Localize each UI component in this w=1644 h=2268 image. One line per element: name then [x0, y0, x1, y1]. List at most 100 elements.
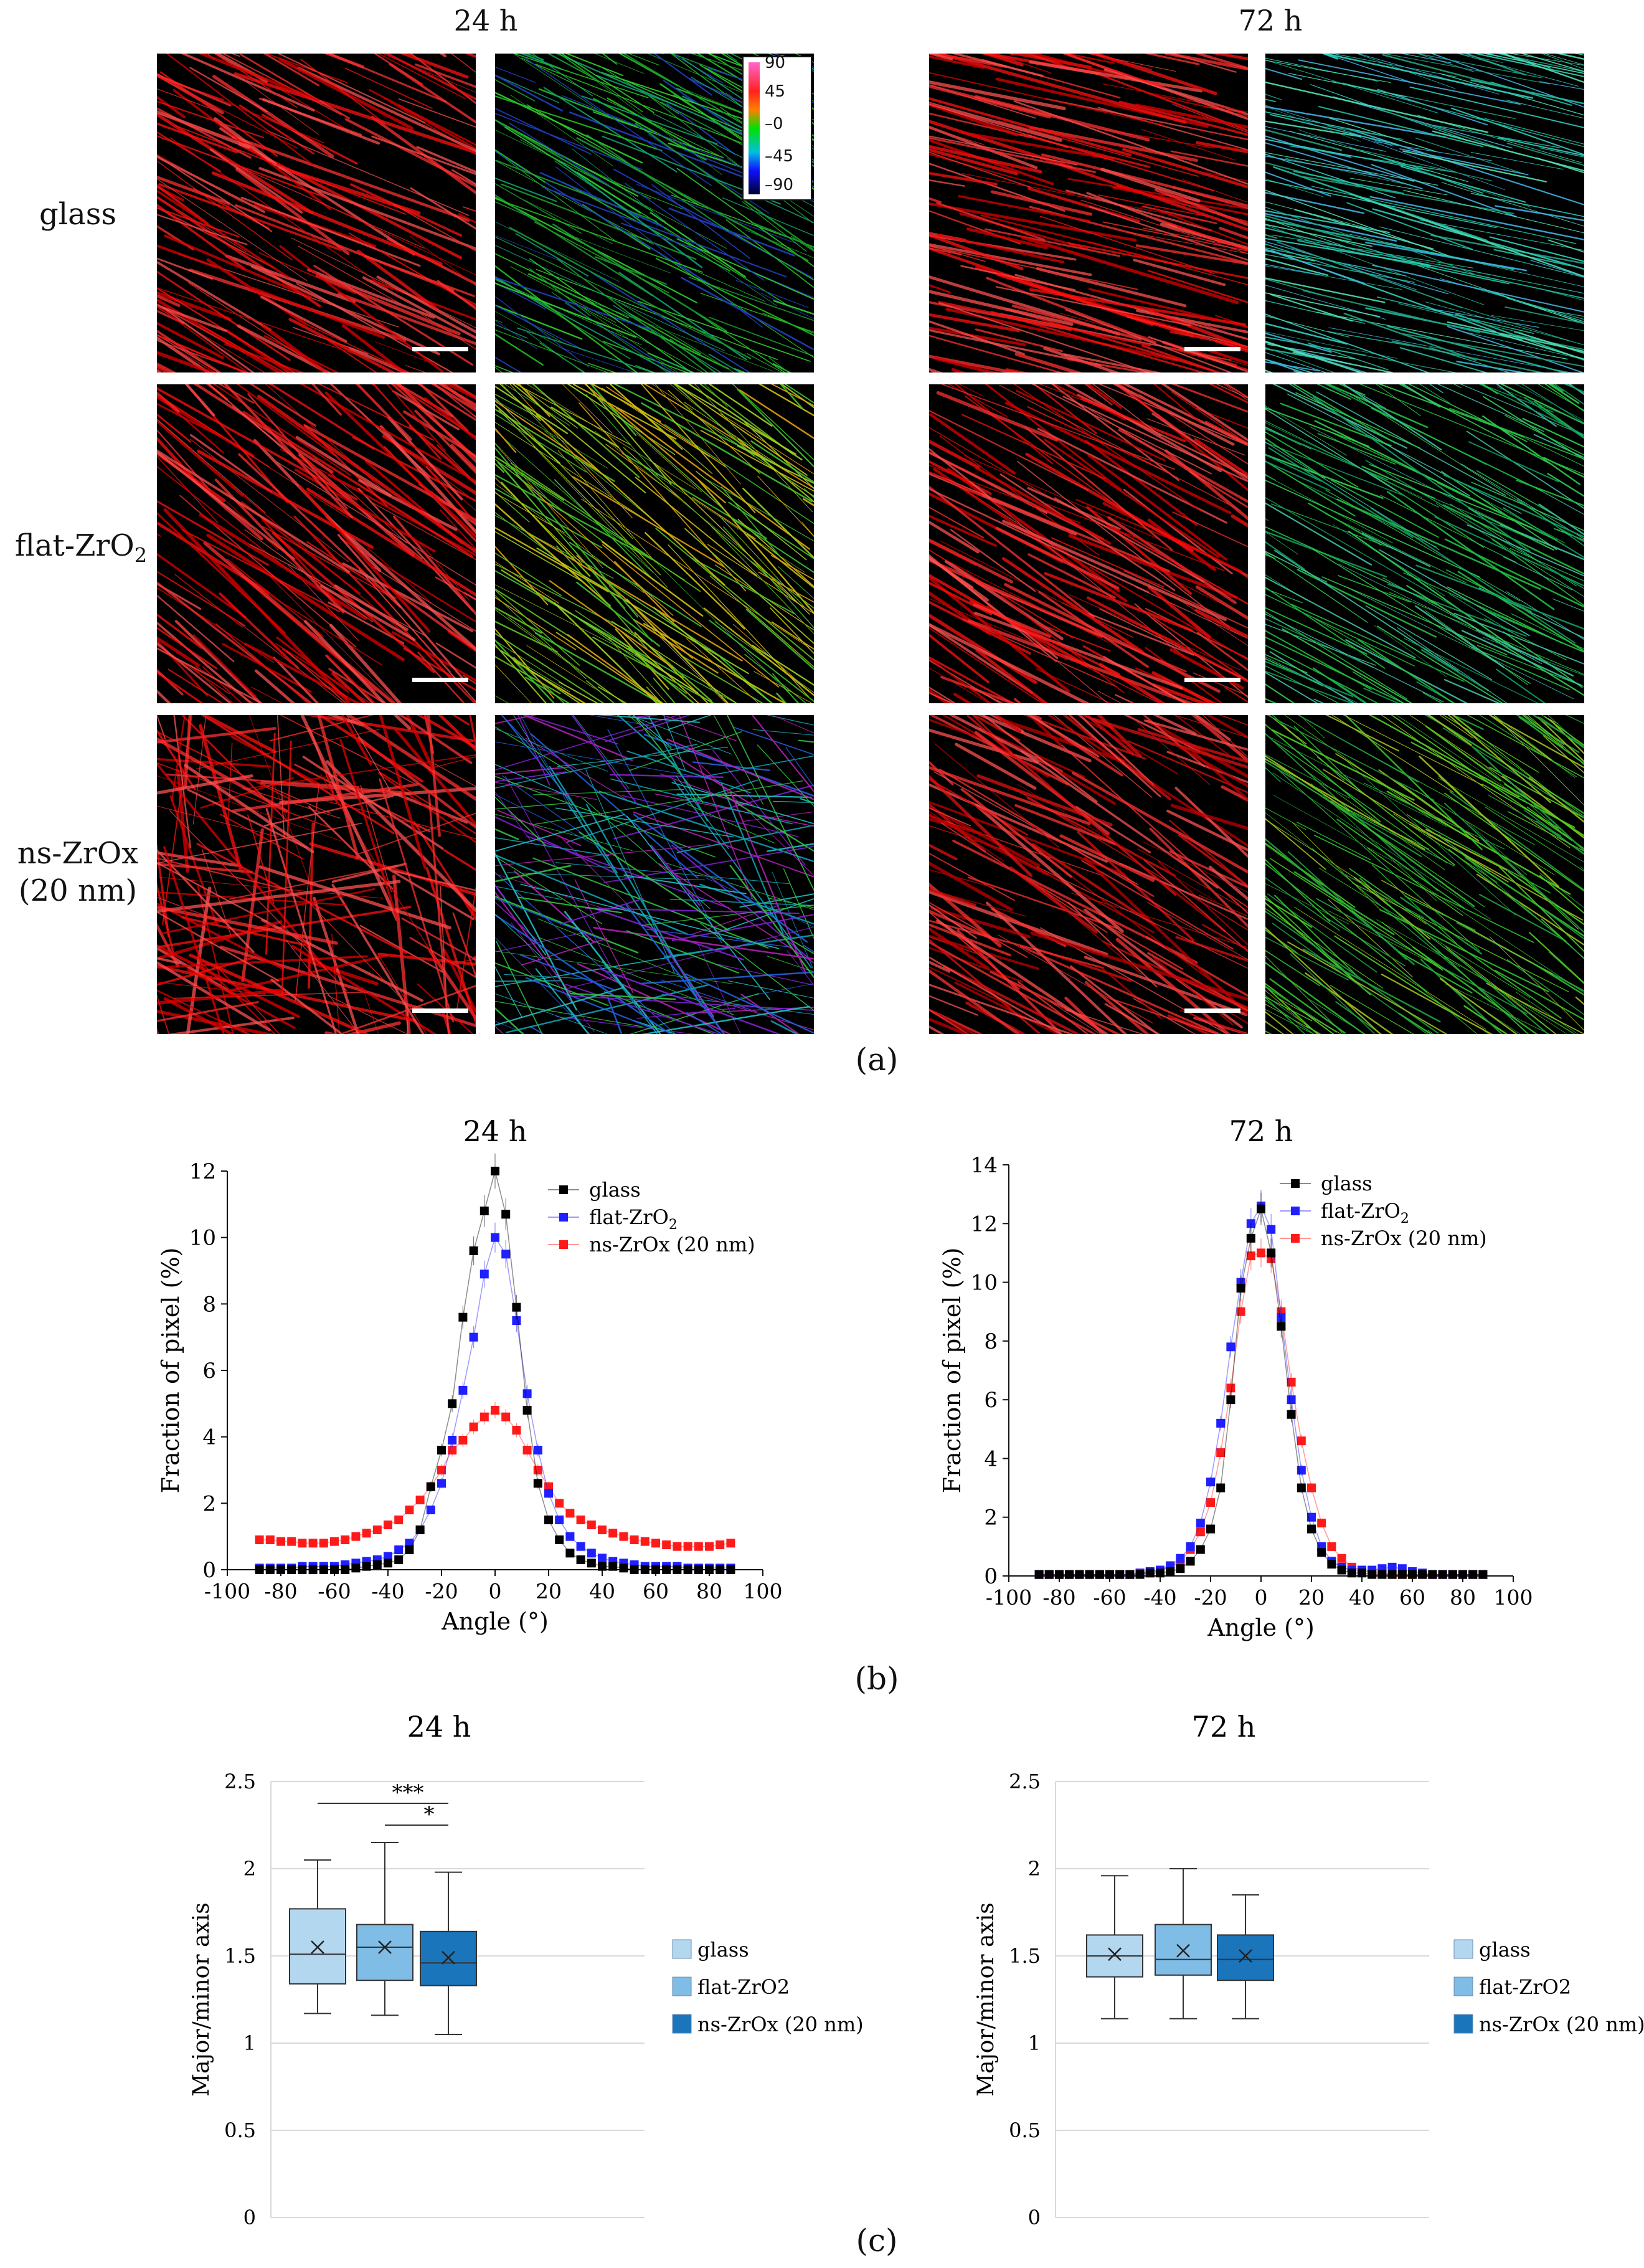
- fiber: [222, 643, 312, 693]
- fiber: [1084, 384, 1113, 406]
- fiber: [1076, 715, 1179, 775]
- data-point: [1065, 1570, 1074, 1579]
- fiber: [1265, 138, 1352, 158]
- fiber: [1491, 538, 1584, 607]
- fiber: [1333, 96, 1513, 149]
- legend-swatch: [1453, 1976, 1473, 1996]
- fiber: [1265, 191, 1365, 214]
- fiber: [535, 64, 767, 153]
- fiber: [929, 861, 1013, 911]
- fiber: [588, 715, 656, 728]
- fiber: [495, 828, 519, 840]
- fiber: [555, 1016, 696, 1034]
- fiber: [1141, 344, 1222, 372]
- fiber: [392, 390, 460, 430]
- fiber: [929, 520, 980, 554]
- fiber: [238, 453, 401, 608]
- fiber: [157, 582, 202, 610]
- fiber: [495, 715, 601, 731]
- fiber: [1373, 624, 1447, 677]
- fiber: [929, 97, 1132, 156]
- fiber: [1265, 683, 1295, 703]
- fiber: [495, 871, 676, 1034]
- fiber: [1447, 321, 1584, 353]
- data-point: [576, 1516, 585, 1524]
- fiber: [1483, 637, 1584, 676]
- fiber: [957, 929, 1064, 1034]
- fiber: [1098, 384, 1248, 447]
- fiber: [536, 414, 725, 586]
- fiber: [964, 455, 1160, 539]
- fiber: [1265, 844, 1323, 886]
- fiber: [1342, 82, 1584, 148]
- fiber: [1265, 982, 1335, 1034]
- fiber: [163, 846, 225, 1034]
- fiber: [1449, 407, 1584, 460]
- fiber: [1149, 827, 1248, 928]
- data-point: [1176, 1554, 1185, 1563]
- fiber: [1152, 715, 1197, 735]
- fiber: [729, 865, 814, 979]
- fiber: [1292, 351, 1393, 372]
- y-tick-label: 4: [984, 1446, 998, 1471]
- fiber: [1377, 108, 1520, 155]
- fiber: [787, 950, 814, 986]
- fiber: [668, 544, 810, 698]
- data-point: [437, 1446, 446, 1454]
- fiber: [688, 384, 803, 461]
- fiber: [1265, 671, 1319, 703]
- fiber: [1305, 1025, 1322, 1034]
- fiber: [929, 127, 984, 145]
- fiber: [1067, 358, 1152, 372]
- fiber: [929, 245, 1138, 290]
- fiber: [735, 280, 809, 308]
- fiber: [495, 715, 680, 771]
- fiber: [770, 554, 814, 581]
- fiber: [929, 598, 1054, 652]
- fiber: [331, 884, 425, 1034]
- fiber: [437, 280, 476, 310]
- fiber: [1166, 809, 1248, 852]
- fiber: [495, 74, 564, 112]
- data-point: [1196, 1519, 1205, 1528]
- fiber: [1372, 264, 1584, 313]
- fiber: [383, 97, 476, 156]
- micrograph-flat-zro2-actin-72h: [929, 384, 1248, 703]
- fiber: [992, 497, 1171, 572]
- fiber: [703, 607, 814, 696]
- fiber: [608, 585, 727, 703]
- fiber: [959, 212, 1089, 250]
- fiber: [1461, 630, 1582, 686]
- fiber: [325, 654, 375, 703]
- fiber: [1265, 442, 1405, 496]
- fiber: [495, 265, 638, 372]
- fiber: [1434, 516, 1584, 587]
- data-point: [255, 1565, 264, 1574]
- fiber: [224, 384, 353, 519]
- fiber: [320, 774, 440, 966]
- fiber: [370, 501, 476, 561]
- fiber: [1030, 931, 1248, 1002]
- fiber: [602, 54, 617, 65]
- chart-title: 24 h: [407, 1710, 471, 1744]
- fiber: [674, 384, 808, 476]
- panel-a-title-72h: 72 h: [1238, 4, 1303, 37]
- fiber: [1265, 863, 1428, 993]
- fiber: [1146, 418, 1245, 456]
- fiber: [985, 228, 1120, 257]
- data-point: [1287, 1377, 1296, 1387]
- fiber: [1489, 715, 1552, 761]
- fiber: [157, 731, 292, 800]
- fiber: [1402, 150, 1547, 183]
- fiber: [157, 863, 253, 874]
- fiber: [566, 779, 758, 843]
- fiber: [1427, 715, 1472, 746]
- fiber: [1419, 384, 1451, 404]
- fiber: [1207, 349, 1248, 365]
- fiber: [751, 715, 814, 793]
- fiber: [1028, 54, 1128, 80]
- micrograph-fibers: [495, 384, 814, 703]
- fiber: [495, 643, 547, 703]
- fiber: [929, 984, 1074, 1034]
- fiber: [495, 794, 601, 848]
